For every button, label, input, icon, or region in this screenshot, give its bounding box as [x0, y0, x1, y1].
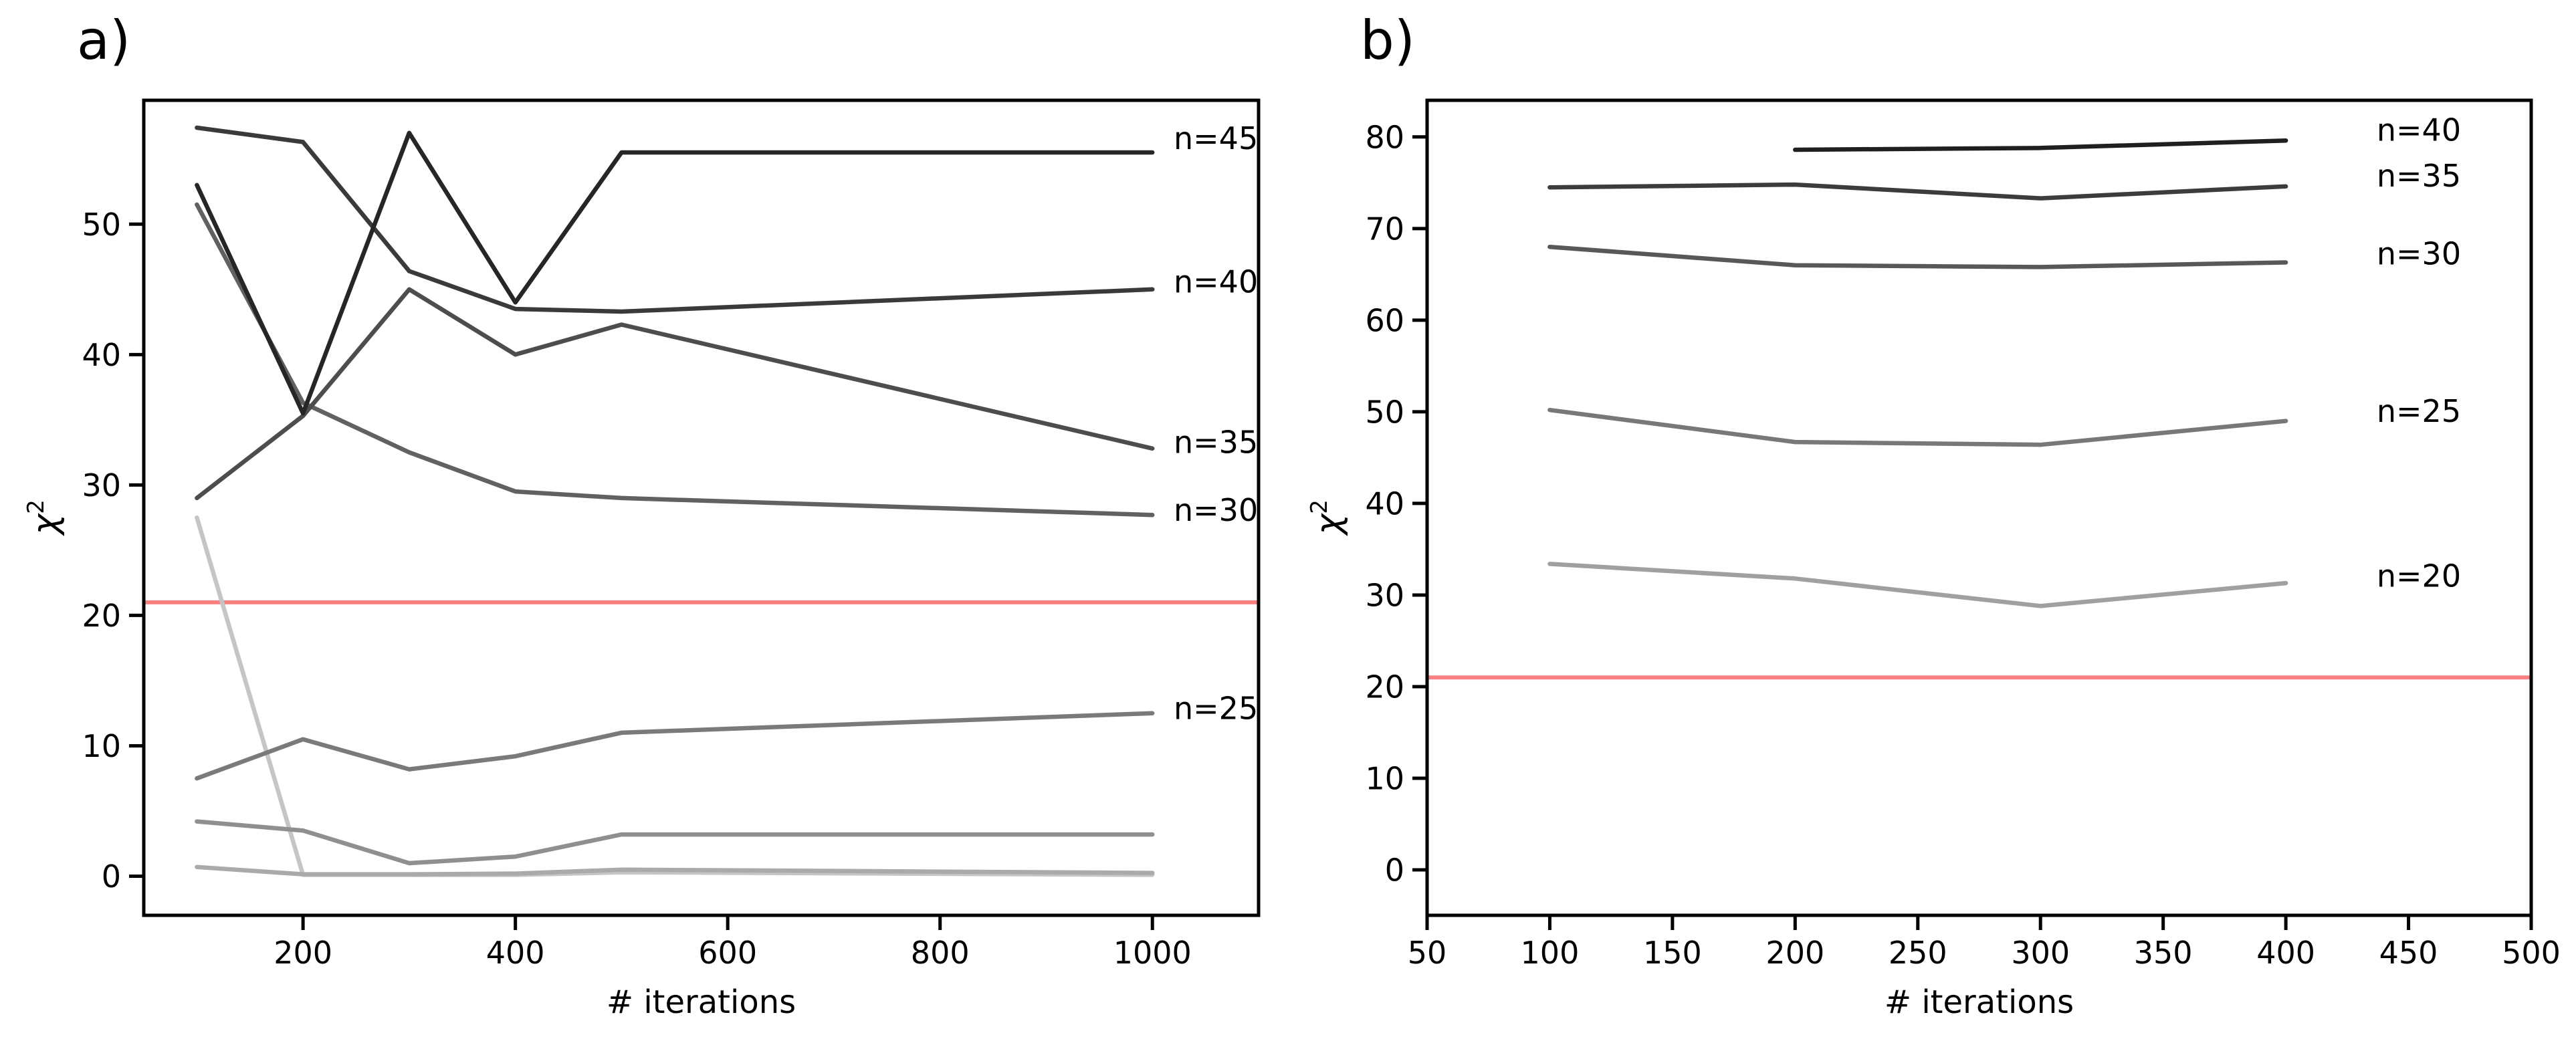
series-line-n-30: [195, 202, 1155, 517]
series-line-n-30: [1547, 244, 2288, 269]
x-axis-label: # iterations: [1885, 984, 2074, 1021]
panel-b: b)50 100 150 200 250 300 350 400 450 500010203040…: [1306, 9, 2561, 1021]
x-tick-label: 800: [911, 935, 970, 971]
series-line-n-10: [195, 515, 1155, 877]
x-axis-label: # iterations: [607, 984, 796, 1021]
series-annotation: n=20: [2377, 558, 2461, 594]
axes-spines: [142, 98, 1261, 917]
x-tick-label: 400: [486, 935, 545, 971]
x-tick-label: 450: [2379, 935, 2438, 971]
y-axis-label: χ2: [1306, 499, 1349, 536]
x-tick-label: 200: [274, 935, 332, 971]
x-tick-label: 1000: [1113, 935, 1192, 971]
series-annotation: n=40: [1174, 264, 1258, 300]
y-tick-label: 40: [1365, 485, 1404, 522]
series-annotation: n=30: [1174, 492, 1258, 528]
x-tick-label: 400: [2256, 935, 2315, 971]
y-axis-label: χ2: [23, 499, 66, 536]
y-tick-label: 0: [1385, 852, 1404, 889]
panel-a: a) 200 400 600 800 1000 0 10 20 30 40 50 # iteration…: [23, 9, 1261, 1021]
series-line-n-25: [195, 711, 1155, 781]
y-tick-label: 50: [82, 207, 121, 243]
series-line-n-20: [195, 819, 1155, 866]
x-tick-label: 200: [1765, 935, 1824, 971]
x-tick-label: 300: [2011, 935, 2070, 971]
y-tick-label: 20: [82, 598, 121, 634]
series-annotation: n=40: [2377, 112, 2461, 148]
series-line-n-35: [1547, 182, 2288, 201]
y-axis-label-exponent: 2: [23, 499, 49, 514]
series-line-n-40: [1793, 138, 2288, 152]
series-line-n-35: [195, 287, 1155, 501]
y-axis-label-chi: χ: [1309, 513, 1349, 537]
y-tick-label: 0: [102, 858, 121, 895]
axes-spines: [1425, 98, 2533, 917]
x-tick-label: 100: [1521, 935, 1580, 971]
y-tick-label: 40: [82, 337, 121, 373]
x-tick-label: 600: [698, 935, 757, 971]
panel-label: b): [1360, 9, 1415, 72]
series-annotation: n=30: [2377, 235, 2461, 271]
y-tick-label: 10: [1365, 761, 1404, 797]
series-line-n-40: [195, 125, 1155, 314]
x-tick-label: 350: [2134, 935, 2193, 971]
series-annotation: n=45: [1174, 120, 1258, 156]
series-annotation: n=35: [1174, 425, 1258, 461]
series-line-n-15: [195, 865, 1155, 877]
series-line-n-25: [1547, 407, 2288, 447]
series-annotation: n=25: [2377, 393, 2461, 429]
y-tick-label: 10: [82, 728, 121, 764]
x-tick-label: 150: [1643, 935, 1702, 971]
y-tick-label: 50: [1365, 394, 1404, 430]
y-tick-label: 30: [1365, 578, 1404, 614]
y-tick-label: 30: [82, 467, 121, 503]
x-tick-label: 250: [1889, 935, 1947, 971]
series-line-n-45: [195, 130, 1155, 416]
x-tick-label: 500: [2502, 935, 2561, 971]
y-tick-label: 20: [1365, 669, 1404, 705]
series-line-n-20: [1547, 562, 2288, 608]
x-tick-label: 50: [1408, 935, 1447, 971]
y-axis-label-chi: χ: [25, 513, 66, 537]
y-axis-label-exponent: 2: [1306, 499, 1333, 514]
y-tick-label: 70: [1365, 211, 1404, 247]
series-annotation: n=25: [1174, 690, 1258, 726]
y-tick-label: 80: [1365, 119, 1404, 155]
series-annotation: n=35: [2377, 158, 2461, 194]
y-tick-label: 60: [1365, 302, 1404, 338]
panel-label: a): [77, 9, 130, 72]
